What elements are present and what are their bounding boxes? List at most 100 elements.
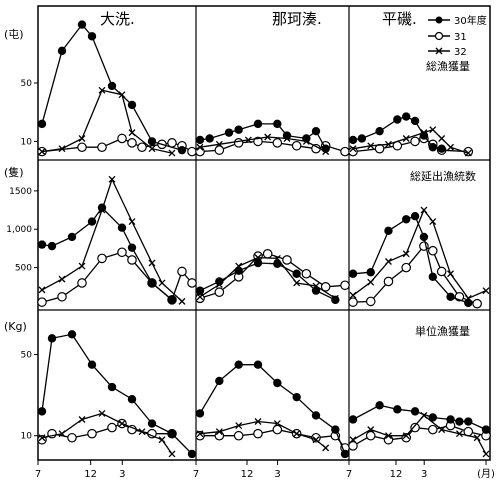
point-32	[58, 430, 66, 438]
point-32	[385, 432, 392, 440]
point-32	[402, 135, 410, 142]
point-30	[402, 112, 411, 121]
point-32	[178, 297, 186, 305]
y-tick-label: 50	[21, 351, 33, 361]
point-31	[365, 296, 376, 307]
point-31	[214, 145, 225, 155]
point-31	[233, 430, 244, 441]
point-30	[195, 135, 205, 145]
point-31	[320, 282, 331, 292]
point-30	[302, 134, 311, 143]
point-32	[108, 175, 116, 183]
region-label: 大洗.	[100, 10, 135, 28]
point-30	[77, 20, 87, 29]
point-31	[340, 280, 350, 291]
region-label: 那珂湊.	[272, 10, 322, 28]
point-31	[195, 146, 205, 157]
point-30	[282, 131, 292, 140]
point-31	[233, 138, 244, 148]
point-32	[215, 140, 223, 148]
point-30	[87, 360, 97, 369]
point-31	[117, 247, 127, 258]
point-30	[428, 272, 437, 282]
point-32	[196, 143, 204, 151]
series-line-s32	[41, 412, 173, 455]
point-30	[167, 295, 177, 305]
x-tick-label: (月)	[477, 468, 495, 480]
x-tick-label: 3	[274, 469, 280, 480]
point-30	[311, 286, 321, 295]
legend-label: 31	[454, 32, 467, 43]
region-label: 平磯.	[382, 10, 417, 28]
point-32	[349, 436, 357, 444]
point-32	[447, 143, 454, 151]
point-31	[67, 432, 77, 443]
point-30	[321, 144, 330, 153]
point-32	[349, 291, 357, 299]
point-30	[67, 232, 77, 242]
point-31	[410, 422, 420, 433]
point-32	[447, 270, 454, 278]
legend-marker-open	[434, 31, 444, 41]
point-30	[195, 286, 205, 295]
point-31	[187, 146, 197, 157]
point-32	[235, 422, 243, 430]
y-tick-label: 10	[21, 137, 33, 147]
x-tick-label: 7	[35, 469, 41, 480]
chart-texts: 大洗. 那珂湊. 平磯. 7 12 3 7 12 3 7 12 3 (月) 30年度 31 32 (屯) 総漁獲量…	[4, 10, 495, 480]
point-32	[196, 293, 204, 301]
point-32	[148, 145, 156, 153]
point-32	[58, 275, 66, 283]
point-31	[87, 428, 97, 439]
point-32	[244, 136, 252, 144]
point-31	[214, 430, 225, 441]
x-tick-label: 12	[84, 469, 97, 480]
legend-label: 30年度	[454, 14, 487, 27]
point-30	[348, 415, 358, 424]
point-32	[215, 428, 223, 436]
point-30	[117, 223, 127, 232]
point-32	[385, 258, 392, 265]
point-30	[147, 419, 157, 428]
point-31	[311, 432, 321, 443]
point-30	[107, 382, 117, 392]
point-30	[292, 392, 301, 402]
point-30	[384, 226, 393, 235]
point-32	[312, 436, 320, 444]
point-30	[455, 417, 464, 426]
series-line-s31	[41, 137, 193, 153]
point-31	[272, 138, 283, 148]
point-30	[97, 203, 107, 212]
point-30	[127, 395, 137, 404]
point-30	[215, 376, 224, 386]
point-30	[437, 144, 446, 153]
point-30	[410, 407, 420, 416]
point-32	[455, 430, 463, 438]
point-30	[87, 32, 97, 41]
x-tick-label: 12	[390, 469, 403, 480]
panel-title: 総漁獲量	[426, 59, 470, 73]
point-31	[37, 297, 47, 307]
point-30	[393, 115, 402, 124]
x-tick-label: 7	[193, 469, 199, 480]
point-30	[357, 134, 367, 143]
point-30	[253, 360, 263, 369]
point-32	[367, 278, 375, 286]
point-32	[402, 432, 410, 440]
point-31	[117, 133, 127, 144]
point-31	[340, 146, 350, 157]
point-32	[438, 426, 446, 434]
point-32	[293, 279, 301, 287]
point-30	[348, 135, 358, 145]
point-31	[253, 428, 263, 439]
point-32	[118, 420, 126, 428]
point-30	[215, 277, 224, 286]
point-31	[137, 142, 147, 153]
point-32	[196, 430, 204, 438]
point-32	[78, 262, 86, 270]
point-32	[322, 444, 330, 452]
point-31	[177, 266, 187, 277]
point-30	[311, 411, 321, 420]
point-32	[482, 450, 490, 458]
